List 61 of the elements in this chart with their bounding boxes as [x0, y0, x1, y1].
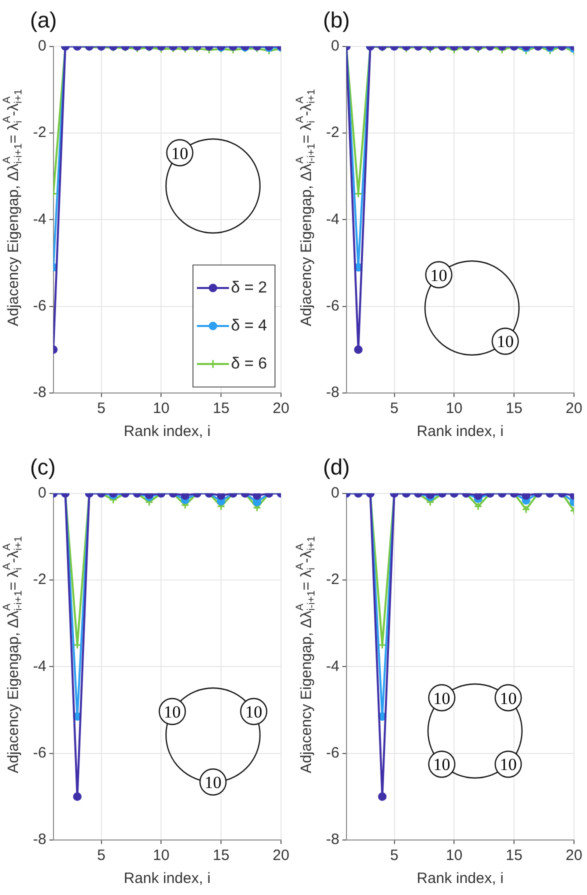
x-tick-label: 15 — [506, 847, 522, 864]
text: Adjacency Eigengap, ΔλAi-i+1= λAi-λAi+1 — [1, 89, 24, 326]
y-tick-label: -2 — [326, 124, 340, 142]
x-tick-label: 10 — [446, 847, 463, 864]
y-tick-label: -4 — [326, 210, 340, 228]
y-tick-label: 0 — [38, 484, 46, 502]
annotation: 10 — [245, 702, 262, 722]
y-tick-label: -2 — [326, 571, 340, 588]
y-tick-label: -8 — [32, 831, 46, 848]
annotation: 10 — [496, 332, 514, 352]
text: Adjacency Eigengap, ΔλAi-i+1= λAi-λAi+1 — [294, 89, 318, 326]
y-tick-label: -4 — [32, 658, 46, 675]
x-tick-label: 5 — [390, 400, 398, 418]
x-tick-label: 5 — [97, 400, 106, 418]
y-tick-label: -2 — [32, 124, 46, 142]
x-axis-title: Rank index, i — [124, 870, 211, 888]
annotation: 10 — [499, 688, 516, 708]
x-axis-title: Rank index, i — [416, 423, 504, 440]
y-tick-label: -8 — [326, 384, 340, 402]
x-tick-label: 20 — [272, 847, 290, 864]
text: Adjacency Eigengap, ΔλAi-i+1= λAi-λAi+1 — [1, 536, 24, 774]
x-axis-title: Rank index, i — [124, 423, 211, 440]
x-tick-label: 20 — [566, 847, 582, 864]
annotation: 10 — [432, 688, 450, 708]
x-tick-label: 20 — [272, 400, 290, 418]
x-tick-label: 10 — [152, 400, 170, 418]
chart-title: (c) — [30, 454, 56, 480]
y-tick-label: -6 — [32, 297, 46, 314]
chart-title: (a) — [30, 7, 57, 32]
x-tick-label: 15 — [506, 400, 522, 418]
y-tick-label: -4 — [32, 210, 46, 228]
y-tick-label: 0 — [38, 38, 46, 55]
x-tick-label: 15 — [212, 400, 230, 418]
x-axis-title: Rank index, i — [416, 870, 504, 888]
y-tick-label: -6 — [326, 744, 340, 762]
annotation: 10 — [164, 702, 181, 722]
annotation: 10 — [499, 755, 516, 774]
legend-label: δ = 6 — [230, 355, 268, 372]
x-tick-label: 10 — [446, 400, 463, 418]
annotation: 10 — [171, 143, 188, 162]
y-tick-label: -4 — [326, 658, 340, 675]
annotation: 10 — [430, 266, 447, 286]
y-tick-label: 0 — [330, 38, 340, 55]
x-tick-label: 5 — [390, 847, 398, 864]
text: Adjacency Eigengap, ΔλAi-i+1= λAi-λAi+1 — [294, 536, 318, 774]
x-tick-label: 15 — [212, 847, 230, 864]
chart-title: (b) — [323, 7, 350, 32]
y-tick-label: -6 — [326, 297, 340, 314]
annotation: 10 — [432, 755, 450, 774]
annotation: 10 — [204, 773, 222, 792]
y-tick-label: -8 — [32, 384, 46, 402]
x-tick-label: 5 — [97, 847, 106, 864]
chart-title: (d) — [323, 454, 350, 480]
y-tick-label: -6 — [32, 744, 46, 762]
x-tick-label: 10 — [152, 847, 170, 864]
y-tick-label: -2 — [32, 571, 46, 588]
y-tick-label: 0 — [330, 484, 340, 502]
y-tick-label: -8 — [326, 831, 340, 848]
legend-label: δ = 2 — [230, 279, 268, 296]
legend-label: δ = 4 — [230, 317, 268, 334]
x-tick-label: 20 — [566, 400, 582, 418]
